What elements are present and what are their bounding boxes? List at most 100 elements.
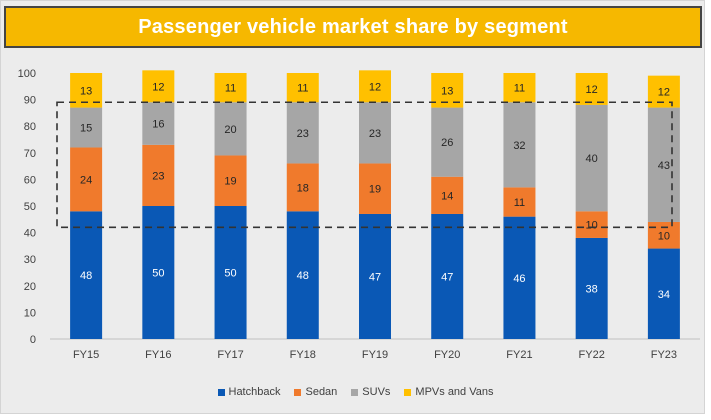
bar-segment-mpvs-and-vans [359,70,391,103]
bar-segment-hatchback [647,248,680,339]
data-label: 18 [297,182,309,194]
legend-label: SUVs [362,386,391,398]
data-label: 24 [80,174,92,186]
data-label: 23 [297,128,309,140]
data-label: 26 [441,137,453,149]
bar-segment-hatchback [142,206,175,339]
bar-segment-hatchback [575,237,608,339]
data-label: 19 [369,184,381,196]
data-label: 40 [586,153,598,165]
bar-segment-mpvs-and-vans [214,73,247,103]
x-category-label: FY21 [506,349,532,361]
bar-segment-suvs [70,107,103,148]
y-tick-label: 60 [24,174,36,186]
data-label: 38 [586,283,598,295]
data-label: 48 [80,270,92,282]
bar-segment-hatchback [503,216,536,339]
data-label: 23 [369,128,381,140]
bar-segment-mpvs-and-vans [575,73,608,105]
bar-segment-suvs [142,102,175,145]
data-label: 23 [152,170,164,182]
legend-item: SUVs [351,386,390,398]
data-label: 16 [152,119,164,131]
bar-segment-sedan [503,187,536,217]
bar-segment-sedan [70,147,103,212]
data-label: 48 [297,270,309,282]
legend-item: MPVs and Vans [404,386,493,398]
data-label: 50 [152,268,164,280]
data-label: 10 [658,230,670,242]
data-label: 20 [224,124,236,136]
y-tick-label: 90 [24,95,36,107]
data-label: 15 [80,123,92,135]
legend-swatch [294,388,302,396]
y-tick-label: 20 [24,281,36,293]
chart-title: Passenger vehicle market share by segmen… [138,15,568,38]
data-label: 34 [658,289,670,301]
x-category-label: FY16 [145,349,171,361]
bar-segment-hatchback [431,213,464,339]
legend-label: MPVs and Vans [415,386,494,398]
data-label: 12 [658,87,670,99]
bar-segment-sedan [575,211,608,238]
data-label: 19 [224,176,236,188]
bar-segment-sedan [359,163,391,214]
chart-legend: Hatchback Sedan SUVs MPVs and Vans [0,386,711,398]
legend-label: Sedan [305,386,338,398]
bar-segment-sedan [286,163,319,212]
y-tick-label: 70 [24,148,36,160]
legend-label: Hatchback [228,386,281,398]
y-tick-label: 40 [24,228,36,240]
data-label: 50 [224,268,236,280]
bar-segment-suvs [214,102,247,156]
data-label: 47 [369,271,381,283]
data-label: 11 [514,83,525,95]
y-tick-label: 0 [30,334,36,346]
bar-segment-suvs [286,102,319,164]
x-category-label: FY17 [217,349,243,361]
legend-swatch [351,388,359,396]
bar-segment-hatchback [70,211,103,339]
y-tick-label: 30 [24,254,36,266]
x-category-label: FY20 [434,349,460,361]
bar-segment-hatchback [286,211,319,339]
data-label: 12 [586,84,598,96]
data-label: 10 [586,220,598,232]
bar-segment-mpvs-and-vans [142,70,175,103]
y-tick-label: 50 [24,201,36,213]
x-category-label: FY15 [73,349,99,361]
data-label: 14 [441,190,453,202]
bar-segment-suvs [359,102,391,164]
legend-swatch [404,388,412,396]
y-tick-label: 10 [24,307,36,319]
data-label: 13 [441,85,453,97]
bar-segment-sedan [142,144,175,206]
bar-segment-suvs [503,102,536,188]
bar-segment-mpvs-and-vans [286,73,319,103]
x-category-label: FY19 [362,349,388,361]
x-category-label: FY18 [290,349,316,361]
chart-title-bar: Passenger vehicle market share by segmen… [4,6,702,48]
data-label: 11 [514,197,525,209]
data-label: 11 [297,83,308,95]
bar-segment-suvs [431,107,464,177]
data-label: 47 [441,271,453,283]
data-label: 46 [513,273,525,285]
legend-swatch [217,388,225,396]
y-tick-label: 80 [24,121,36,133]
legend-item: Sedan [294,386,337,398]
bar-segment-sedan [214,155,247,206]
bar-segment-hatchback [359,213,391,339]
data-label: 12 [152,81,164,93]
bar-segment-hatchback [214,206,247,339]
bar-segment-suvs [575,104,608,212]
bar-segment-mpvs-and-vans [503,73,536,103]
bar-segment-sedan [647,221,680,249]
data-label: 11 [225,83,236,95]
highlight-dashed-box [56,101,673,229]
y-tick-label: 100 [18,68,36,80]
data-label: 43 [658,160,670,172]
bar-segment-suvs [647,107,680,222]
x-category-label: FY22 [579,349,605,361]
